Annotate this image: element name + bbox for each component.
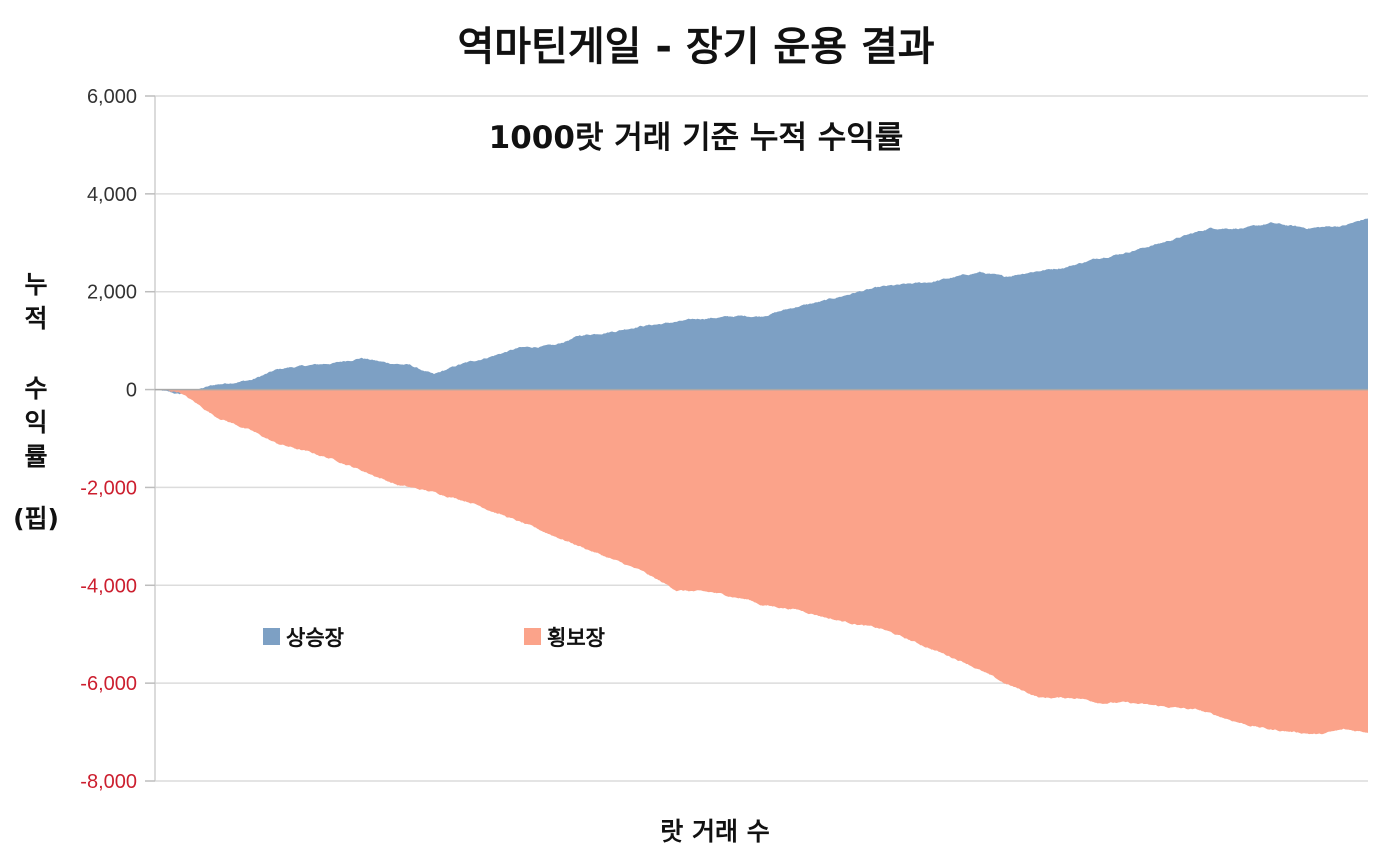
legend-swatch [263,628,280,645]
chart-subtitle: 1000랏 거래 기준 누적 수익률 [488,120,904,156]
y-tick-labels: 6,000 4,000 2,000 0 -2,000 -4,000 -6,000 -8,000 [80,86,137,793]
y-tick-label: 2,000 [87,282,137,304]
y-axis-label-line: 률 [24,442,48,471]
area-sideways [155,389,1368,735]
legend-label: 상승장 [286,626,344,650]
area-uptrend [155,218,1368,395]
legend-label: 횡보장 [547,626,605,650]
y-tick-label: -2,000 [80,477,137,499]
y-axis-label: 누 적 수 익 률 (핍) [8,268,64,536]
chart-title: 역마틴게일 - 장기 운용 결과 [457,24,935,70]
y-tick-label: -8,000 [80,771,137,793]
y-axis-label-line: 적 [24,304,48,333]
y-tick-label: 6,000 [87,86,137,108]
y-axis-label-line: 누 [24,270,48,299]
y-tick-label: -6,000 [80,673,137,695]
y-tick-label: 0 [126,380,137,402]
y-tick-label: 4,000 [87,184,137,206]
y-axis-label-line: (핍) [13,504,59,533]
y-axis-label-line: 수 [24,374,48,403]
area-series [155,218,1368,735]
axes [145,95,1368,782]
y-tick-label: -4,000 [80,575,137,597]
x-axis-label: 랏 거래 수 [660,817,770,846]
legend: 상승장 횡보장 [263,626,605,650]
legend-swatch [524,628,541,645]
y-axis-label-line: 익 [24,408,48,437]
